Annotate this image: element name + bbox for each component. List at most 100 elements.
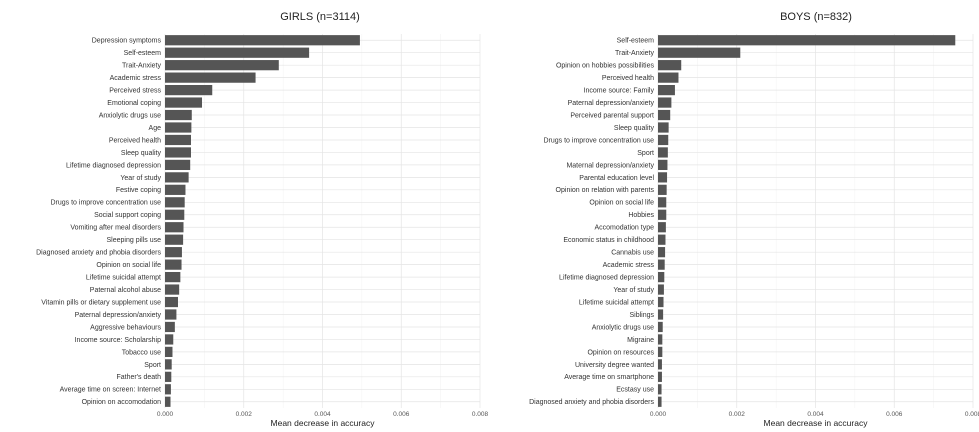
boys-category-label: Opinion on resources — [587, 349, 654, 356]
girls-category-label: Self-esteem — [124, 50, 162, 57]
boys-category-label: Economic status in childhood — [563, 237, 654, 244]
girls-category-label: Paternal alcohol abuse — [90, 287, 161, 294]
girls-bar — [165, 122, 192, 133]
girls-bar — [165, 321, 175, 333]
girls-bar — [165, 159, 191, 171]
boys-bar — [658, 47, 741, 58]
girls-category-label: Average time on screen: Internet — [60, 387, 161, 394]
boys-category-label: Diagnosed anxiety and phobia disorders — [529, 399, 654, 406]
girls-category-label: Lifetime diagnosed depression — [66, 162, 161, 169]
boys-bar — [658, 184, 667, 195]
boys-category-label: Drugs to improve concentration use — [544, 137, 655, 144]
girls-category-label: Sleeping pills use — [107, 237, 162, 244]
boys-x-tick-label: 0.000 — [650, 411, 667, 418]
girls-bar — [165, 172, 189, 183]
girls-category-label: Perceived health — [109, 137, 161, 144]
girls-category-label: Sleep quality — [121, 150, 162, 157]
boys-bar — [658, 234, 666, 245]
girls-category-label: Social support coping — [94, 212, 161, 219]
girls-bar — [165, 184, 186, 195]
girls-category-label: Age — [149, 125, 162, 132]
girls-bar — [165, 72, 256, 83]
girls-bar — [165, 97, 203, 108]
boys-category-label: Migraine — [627, 337, 654, 344]
girls-category-label: Vitamin pills or dietary supplement use — [41, 299, 161, 306]
boys-bar — [658, 72, 679, 83]
boys-x-tick-label: 0.008 — [965, 411, 979, 418]
girls-chart: 0.000 0.002 0.004 0.006 0.008 Depression symp… — [36, 11, 488, 428]
boys-category-label: Income source: Family — [584, 88, 655, 95]
girls-bar — [165, 197, 185, 208]
boys-bar — [658, 359, 662, 370]
girls-bar — [165, 271, 181, 283]
boys-bar — [658, 159, 668, 171]
girls-bar — [165, 147, 191, 158]
girls-category-label: Diagnosed anxiety and phobia disorders — [36, 250, 161, 257]
girls-bar — [165, 209, 185, 220]
boys-category-label: Siblings — [629, 312, 654, 319]
boys-category-label: Lifetime diagnosed depression — [559, 275, 654, 282]
girls-bar — [165, 234, 184, 245]
girls-bar — [165, 47, 310, 58]
boys-category-label: Ecstasy use — [616, 387, 654, 394]
girls-category-label: Income source: Scholarship — [75, 337, 161, 344]
boys-category-label: Paternal depression/anxiety — [568, 100, 655, 107]
girls-chart-title: GIRLS (n=3114) — [280, 11, 360, 23]
girls-category-label: Depression symptoms — [92, 38, 162, 45]
boys-bar — [658, 284, 664, 295]
girls-category-label: Aggressive behaviours — [90, 324, 161, 331]
girls-category-label: Father's death — [116, 374, 161, 381]
boys-category-label: Maternal depression/anxiety — [566, 162, 654, 169]
boys-category-label: Cannabis use — [611, 250, 654, 257]
boys-category-label: Opinion on relation with parents — [556, 187, 655, 194]
boys-category-label: University degree wanted — [575, 362, 654, 369]
boys-category-label: Trait-Anxiety — [615, 50, 655, 57]
boys-bar — [658, 60, 682, 71]
girls-x-tick-label: 0.002 — [236, 411, 253, 418]
girls-bar — [165, 134, 191, 146]
girls-x-axis-label: Mean decrease in accuracy — [271, 418, 376, 428]
girls-category-label: Paternal depression/anxiety — [75, 312, 162, 319]
girls-x-tick-label: 0.004 — [314, 411, 331, 418]
boys-bar — [658, 371, 662, 382]
boys-category-label: Self-esteem — [617, 38, 655, 45]
girls-bar — [165, 284, 180, 295]
girls-category-label: Sport — [144, 362, 161, 369]
boys-category-label: Sport — [637, 150, 654, 157]
boys-category-label: Average time on smartphone — [564, 374, 654, 381]
girls-category-label: Vomiting after meal disorders — [70, 225, 161, 232]
boys-bar — [658, 346, 663, 358]
boys-bar — [658, 122, 669, 133]
girls-bar — [165, 371, 172, 382]
boys-category-label: Opinion on social life — [589, 200, 654, 207]
boys-bar — [658, 384, 662, 395]
boys-category-label: Lifetime suicidal attempt — [579, 299, 654, 306]
girls-bar — [165, 109, 192, 121]
boys-bar — [658, 321, 663, 333]
girls-category-label: Trait-Anxiety — [122, 63, 162, 70]
girls-x-tick-label: 0.000 — [157, 411, 174, 418]
boys-chart: 0.000 0.002 0.004 0.006 0.008 Self-esteem Trai… — [529, 11, 979, 428]
boys-x-axis-label: Mean decrease in accuracy — [764, 418, 869, 428]
girls-x-tick-label: 0.008 — [472, 411, 489, 418]
boys-category-label: Academic stress — [603, 262, 655, 269]
boys-bar — [658, 97, 672, 108]
boys-bar — [658, 271, 665, 283]
girls-category-label: Opinion on social life — [96, 262, 161, 269]
boys-bar — [658, 222, 666, 233]
boys-category-label: Sleep quality — [614, 125, 655, 132]
boys-x-tick-label: 0.002 — [729, 411, 746, 418]
girls-category-label: Festive coping — [116, 187, 161, 194]
boys-x-tick-label: 0.006 — [886, 411, 903, 418]
girls-bar — [165, 309, 177, 320]
girls-bar — [165, 346, 173, 358]
boys-category-label: Perceived health — [602, 75, 654, 82]
boys-bar — [658, 247, 666, 258]
girls-bar — [165, 334, 174, 345]
girls-category-label: Opinion on accomodation — [82, 399, 161, 406]
boys-bar — [658, 35, 956, 46]
girls-category-label: Anxiolytic drugs use — [99, 112, 161, 119]
girls-category-label: Perceived stress — [109, 88, 161, 95]
